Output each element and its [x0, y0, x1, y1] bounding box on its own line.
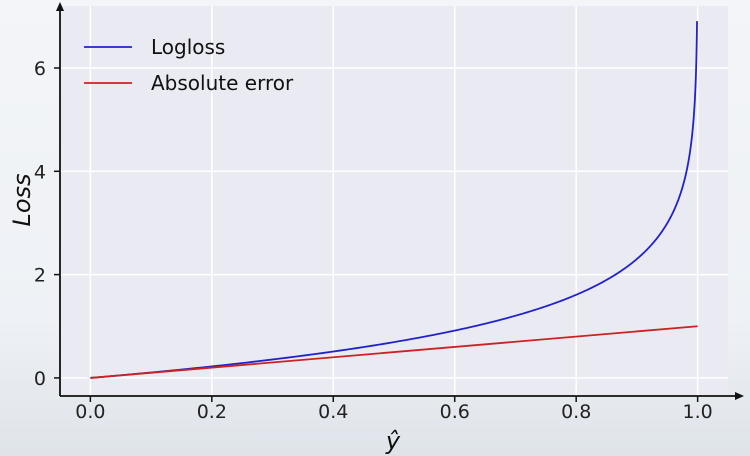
- x-tick-label: 0.2: [197, 401, 227, 423]
- series-line-absolute-error: [90, 325, 698, 379]
- y-tick-label: 0: [34, 368, 46, 390]
- y-tick-label: 4: [34, 161, 46, 183]
- x-tick-label: 0.4: [318, 401, 348, 423]
- legend-label-logloss: Logloss: [151, 35, 225, 59]
- x-axis-label: ŷ: [385, 427, 401, 455]
- x-tick-label: 1.0: [683, 401, 713, 423]
- legend-label-absolute-error: Absolute error: [151, 71, 294, 95]
- legend: Logloss Absolute error: [84, 35, 294, 95]
- y-tick-label: 6: [34, 58, 46, 80]
- y-axis-label: Loss: [8, 173, 36, 226]
- axes: [56, 2, 744, 400]
- x-tick-label: 0.8: [561, 401, 591, 423]
- x-axis-arrow: [735, 392, 744, 400]
- grid: [60, 6, 728, 396]
- ticks: 0.0 0.2 0.4 0.6 0.8 1.0 0 2 4 6: [34, 58, 713, 423]
- plot-background: [60, 6, 728, 396]
- y-tick-label: 2: [34, 265, 46, 287]
- x-tick-label: 0.0: [75, 401, 105, 423]
- y-axis-arrow: [56, 2, 64, 11]
- x-tick-label: 0.6: [440, 401, 470, 423]
- series-layer: [90, 21, 698, 379]
- series-line-logloss: [90, 21, 698, 379]
